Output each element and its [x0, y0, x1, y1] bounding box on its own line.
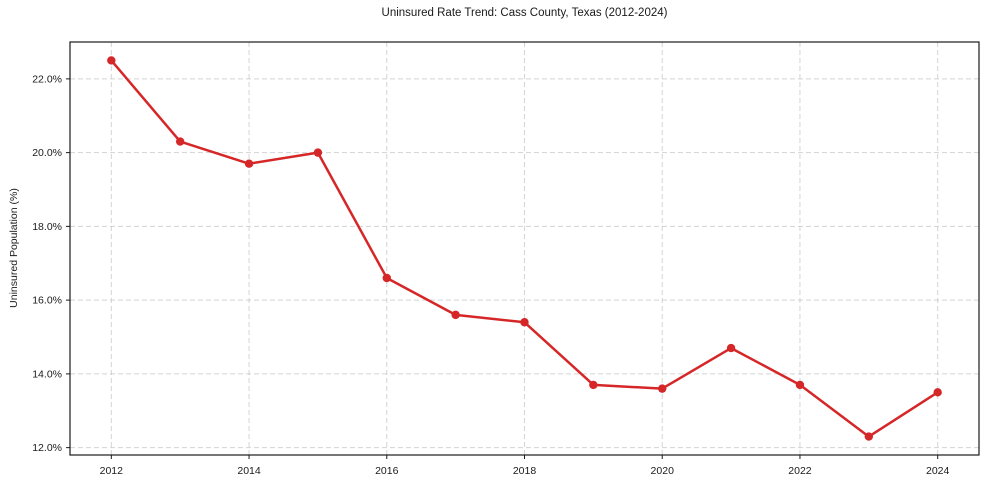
data-point-marker [313, 148, 323, 157]
y-tick-label: 22.0% [32, 73, 62, 85]
y-tick-label: 16.0% [32, 295, 62, 307]
y-tick-label: 12.0% [32, 442, 62, 454]
x-tick-label: 2022 [788, 465, 812, 477]
y-tick-label: 14.0% [32, 368, 62, 380]
data-point-marker [726, 343, 736, 353]
plot-border [69, 41, 980, 456]
data-point-marker [658, 384, 667, 393]
data-point-marker [520, 318, 529, 327]
data-point-marker [589, 380, 598, 390]
data-point-marker [244, 159, 254, 168]
data-point-marker [382, 273, 391, 283]
x-tick-label: 2024 [926, 465, 950, 477]
data-point-marker [933, 388, 942, 397]
data-point-marker [107, 56, 116, 65]
x-tick-label: 2018 [513, 465, 537, 477]
x-tick-label: 2014 [237, 465, 261, 477]
y-tick-label: 18.0% [32, 221, 62, 233]
data-point-marker [175, 137, 185, 146]
data-point-marker [451, 310, 460, 320]
chart-title: Uninsured Rate Trend: Cass County, Texas… [381, 7, 668, 19]
x-tick-label: 2016 [375, 465, 399, 477]
data-point-marker [864, 432, 874, 441]
data-point-marker [795, 380, 805, 390]
y-tick-label: 20.0% [32, 147, 62, 159]
x-tick-label: 2020 [651, 465, 675, 477]
x-tick-label: 2012 [100, 465, 124, 477]
